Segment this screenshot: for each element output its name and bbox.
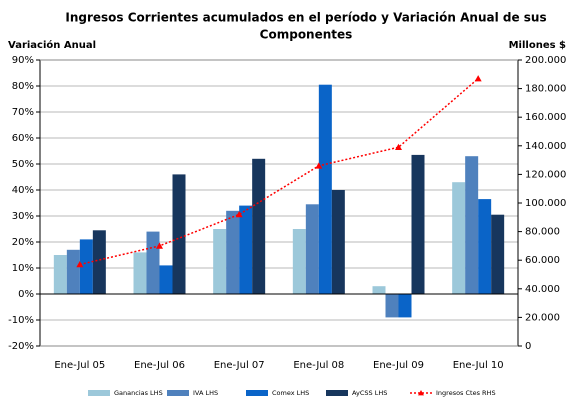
legend-label: Ganancias LHS [114, 389, 163, 397]
legend-label: IVA LHS [193, 389, 218, 397]
line-marker [315, 162, 323, 169]
y-tick-label: 70% [12, 107, 34, 118]
bar [252, 158, 266, 294]
bar [411, 154, 425, 294]
plot-area [40, 60, 518, 346]
line-marker [395, 143, 402, 151]
bar [465, 156, 479, 294]
y2-tick-label: 140.000 [525, 141, 566, 152]
legend-swatch [326, 390, 348, 396]
bar [146, 231, 160, 294]
y2-tick-label: 60.000 [525, 255, 560, 266]
bar [66, 249, 80, 294]
bar [318, 84, 332, 294]
legend-swatch [88, 390, 110, 396]
y-tick-label: 50% [12, 159, 34, 170]
chart-title-line: Componentes [260, 28, 353, 42]
bar [478, 199, 492, 294]
y2-tick-label: 0 [525, 341, 531, 352]
line-marker [474, 75, 482, 82]
bar [385, 294, 399, 318]
bar [172, 174, 186, 294]
bar [372, 286, 386, 294]
y-tick-label: 90% [12, 55, 34, 66]
bar [292, 229, 306, 294]
y2-tick-label: 200.000 [525, 55, 566, 66]
y-axis-label: Variación Anual [8, 39, 96, 51]
x-tick-label: Ene-Jul 05 [54, 360, 105, 371]
y-tick-label: -20% [8, 341, 34, 352]
y-tick-label: 10% [12, 263, 34, 274]
y2-tick-label: 160.000 [525, 112, 566, 123]
y-tick-label: 30% [12, 211, 34, 222]
y2-tick-label: 20.000 [525, 312, 560, 323]
legend-label: Ingresos Ctes RHS [436, 389, 496, 397]
bar [79, 239, 93, 294]
legend-label: Comex LHS [272, 389, 309, 397]
bar [239, 205, 253, 294]
legend-label: AyCSS LHS [352, 389, 387, 397]
bar [213, 229, 227, 294]
y-tick-label: 60% [12, 133, 34, 144]
bar [92, 230, 106, 294]
line-series [79, 78, 479, 266]
legend-swatch [246, 390, 268, 396]
line-marker [76, 260, 84, 268]
chart-title-line: Ingresos Corrientes acumulados en el per… [65, 11, 546, 25]
y-tick-label: 0% [18, 289, 34, 300]
bar [398, 294, 412, 318]
y2-tick-label: 100.000 [525, 198, 566, 209]
y2-tick-label: 40.000 [525, 284, 560, 295]
bar [133, 252, 147, 294]
y2-tick-label: 180.000 [525, 84, 566, 95]
x-tick-label: Ene-Jul 07 [214, 360, 265, 371]
bar [491, 214, 505, 294]
x-tick-label: Ene-Jul 08 [293, 360, 344, 371]
x-tick-label: Ene-Jul 10 [453, 360, 504, 371]
bar [305, 204, 319, 294]
bar [159, 265, 173, 294]
y2-tick-label: 80.000 [525, 227, 560, 238]
y2-tick-label: 120.000 [525, 169, 566, 180]
x-tick-label: Ene-Jul 06 [134, 360, 185, 371]
legend-marker [418, 390, 424, 396]
y-tick-label: 20% [12, 237, 34, 248]
line-marker [156, 242, 163, 249]
x-tick-label: Ene-Jul 09 [373, 360, 424, 371]
y-tick-label: 40% [12, 185, 34, 196]
bar [53, 255, 67, 294]
y-tick-label: 80% [12, 81, 34, 92]
y-tick-label: -10% [8, 315, 34, 326]
bar [226, 210, 240, 294]
y2-axis-label: Millones $ [509, 40, 566, 51]
bar [331, 190, 345, 294]
legend-swatch [167, 390, 189, 396]
line-marker [235, 210, 243, 218]
bar [452, 182, 466, 294]
